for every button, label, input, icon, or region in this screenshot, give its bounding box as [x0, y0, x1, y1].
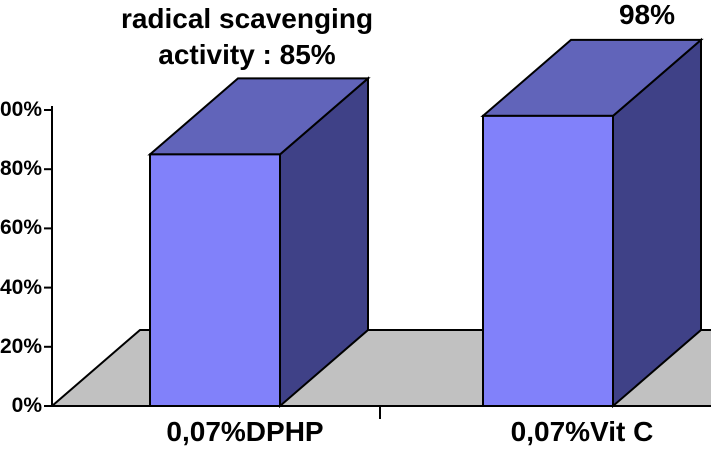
x-axis-label-vitc: 0,07%Vit C [510, 416, 654, 447]
y-axis-tick-label: 40% [0, 275, 42, 299]
y-axis-tick-label: 60% [0, 216, 42, 240]
bar-front-face-0 [149, 153, 281, 407]
chart-title-line-2: activity : 85% [158, 39, 336, 70]
x-axis-label-dphp: 0,07%DPHP [166, 416, 324, 447]
y-axis-tick-label: 80% [0, 157, 42, 181]
y-axis-tick-label: 20% [0, 334, 42, 358]
y-axis-tick-label: 100% [0, 98, 42, 121]
bar-value-label: 98% [618, 0, 676, 30]
chart-title: radical scavenging activity : 85% [86, 1, 408, 73]
bar-front-face-1 [482, 114, 614, 407]
y-axis-tick-label: 0% [11, 394, 42, 417]
chart-title-line-1: radical scavenging [120, 3, 374, 34]
